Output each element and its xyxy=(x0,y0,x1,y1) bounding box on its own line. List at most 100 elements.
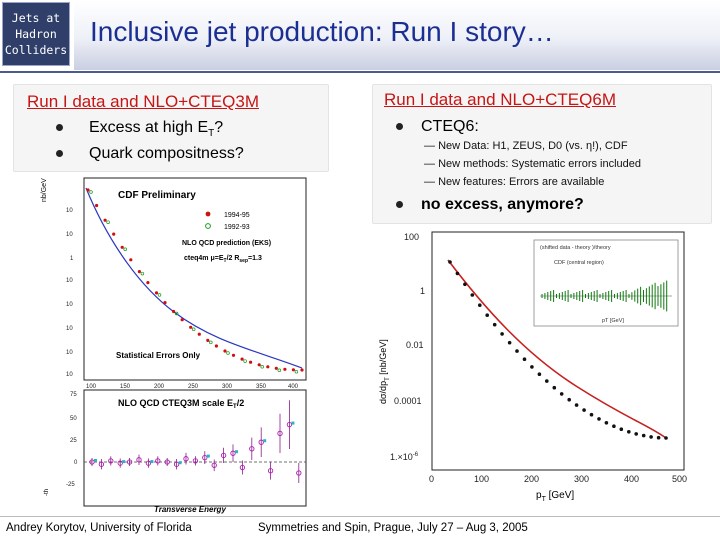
data-point xyxy=(206,338,210,342)
ytick: 10 xyxy=(66,350,73,356)
data-point xyxy=(89,190,93,194)
xtick: 500 xyxy=(672,474,687,484)
data-point xyxy=(641,433,646,438)
left-bullet-1: Excess at high ET? xyxy=(56,119,223,139)
data-point xyxy=(249,446,255,452)
main-theory-curve xyxy=(447,259,667,439)
upper-xticks: 100 150 200 250 300 350 400 xyxy=(86,384,299,390)
ytick: 1 xyxy=(70,256,74,262)
upper-data-points xyxy=(86,188,304,374)
data-point xyxy=(155,458,161,464)
data-point xyxy=(530,365,534,369)
params-label: cteq4m μ=ET/2 Rsep=1.3 xyxy=(184,255,262,264)
badge-line: Jets at xyxy=(11,11,61,25)
data-point xyxy=(214,344,218,348)
data-point xyxy=(178,461,182,465)
main-yticks: 100 1 0.01 0.0001 1.×10-6 xyxy=(390,232,425,462)
ytick: 0.0001 xyxy=(394,396,422,406)
inset-xlabel: pT [GeV] xyxy=(602,318,624,324)
footer-right: Symmetries and Spin, Prague, July 27 – A… xyxy=(258,522,528,534)
xtick: 0 xyxy=(429,474,434,484)
data-point xyxy=(180,318,184,322)
data-point xyxy=(157,293,162,297)
right-figure: 100 1 0.01 0.0001 1.×10-6 0 100 200 300 … xyxy=(376,224,700,516)
data-point xyxy=(146,281,150,285)
data-point xyxy=(120,245,124,249)
data-point xyxy=(137,270,141,274)
data-point xyxy=(257,363,261,367)
upper-plot-frame xyxy=(83,177,307,381)
data-point xyxy=(485,313,489,317)
data-point xyxy=(231,353,236,357)
ratio-title: NLO QCD CTEQ3M scale ET/2 xyxy=(118,398,244,410)
bullet-text: Excess at high E xyxy=(89,119,209,136)
data-point xyxy=(260,365,264,369)
ytick: 1.×10-6 xyxy=(390,452,419,462)
data-point xyxy=(211,462,217,468)
data-point xyxy=(112,232,116,236)
data-point xyxy=(507,340,512,345)
data-point xyxy=(291,421,295,425)
data-point xyxy=(274,366,278,370)
data-point xyxy=(164,459,170,465)
data-point xyxy=(129,258,133,262)
bullet-text: CTEQ6: xyxy=(421,118,479,135)
stat-errors-label: Statistical Errors Only xyxy=(116,351,201,360)
ytick: 50 xyxy=(70,416,77,422)
data-point xyxy=(163,301,167,305)
data-point xyxy=(619,427,624,431)
inset-frame xyxy=(533,239,679,327)
main-data-points xyxy=(448,260,668,440)
sub-item-1: — New Data: H1, ZEUS, D0 (vs. η!), CDF xyxy=(424,140,628,152)
data-point xyxy=(522,357,527,361)
xtick: 400 xyxy=(624,474,639,484)
data-point xyxy=(150,460,154,464)
xtick: 300 xyxy=(222,384,233,390)
title-underline xyxy=(0,71,720,73)
data-point xyxy=(627,430,631,434)
data-point xyxy=(463,282,467,287)
legend-label-b: 1992-93 xyxy=(224,224,250,231)
data-point xyxy=(189,325,193,329)
data-point xyxy=(108,458,114,464)
right-bullet-final: no excess, anymore? xyxy=(396,196,584,214)
data-point xyxy=(455,271,460,276)
ytick: 10 xyxy=(66,278,73,284)
sub-item-3: — New features: Errors are available xyxy=(424,176,605,188)
data-point xyxy=(266,365,270,369)
data-point xyxy=(597,417,601,421)
data-point xyxy=(154,291,159,295)
ytick: 25 xyxy=(70,438,77,444)
data-point xyxy=(140,271,145,276)
ytick: -25 xyxy=(66,482,75,488)
inset-error-band xyxy=(541,280,668,312)
right-text-panel xyxy=(372,84,712,224)
ytick: 10 xyxy=(66,326,73,332)
ratio-xlabel: Transverse Energy xyxy=(154,505,226,514)
cdf-preliminary-label: CDF Preliminary xyxy=(118,190,196,201)
left-bullet-2: Quark compositness? xyxy=(56,145,244,163)
xtick: 150 xyxy=(120,384,131,390)
data-point xyxy=(206,454,210,458)
sub-item-text: New methods: Systematic errors included xyxy=(438,158,642,170)
data-point xyxy=(582,408,586,412)
ytick: 0 xyxy=(74,460,78,466)
data-point xyxy=(106,220,110,224)
data-point xyxy=(277,430,283,437)
data-point xyxy=(448,260,452,264)
xtick: 300 xyxy=(574,474,589,484)
data-point xyxy=(291,368,295,372)
ytick: 1 xyxy=(420,286,425,296)
upper-ylabel: nb/GeV xyxy=(41,178,48,202)
badge-line: Hadron xyxy=(15,27,57,41)
bullet-text: Quark compositness? xyxy=(89,145,244,162)
bullet-text: no excess, anymore? xyxy=(421,196,584,213)
data-point xyxy=(492,322,497,327)
ratio-ylabel: -th xyxy=(44,489,50,496)
ytick: 10 xyxy=(66,372,73,378)
data-point xyxy=(656,435,661,440)
data-point xyxy=(239,464,246,471)
data-point xyxy=(103,218,107,222)
data-point xyxy=(634,432,638,436)
left-text-panel xyxy=(13,84,329,172)
